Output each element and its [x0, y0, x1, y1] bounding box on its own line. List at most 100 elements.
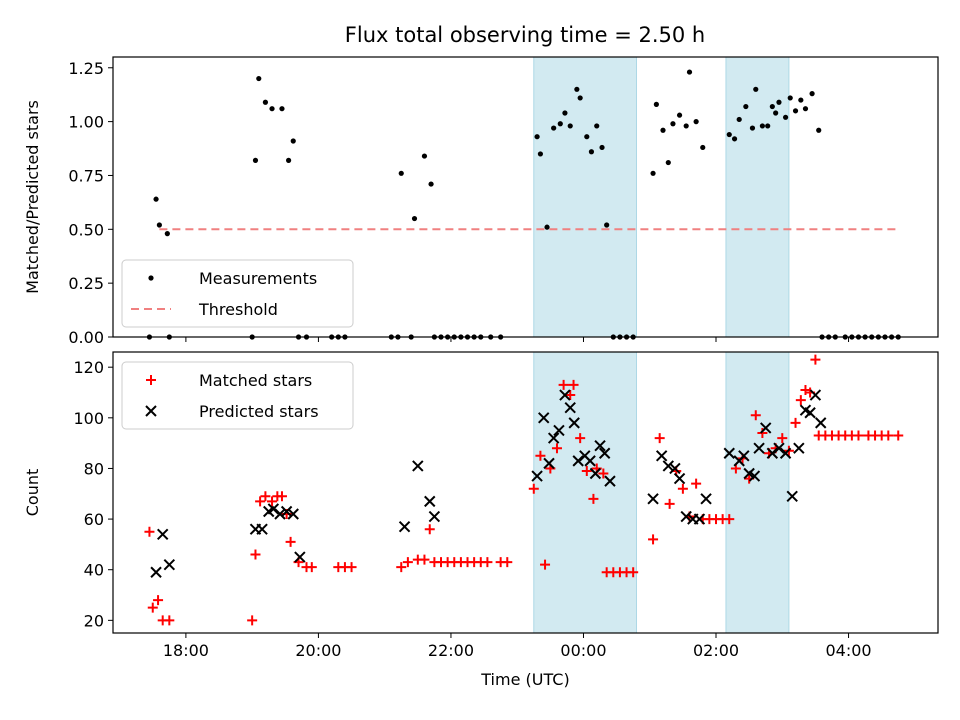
predicted-star-point — [655, 450, 668, 462]
matched-star-point — [588, 493, 599, 504]
legend: Matched stars Predicted stars — [121, 361, 354, 430]
measurement-point — [164, 231, 170, 237]
matched-star-point — [795, 395, 806, 406]
x-tick-label: 20:00 — [295, 641, 341, 660]
measurement-point — [792, 108, 799, 114]
measurement-point — [749, 125, 756, 131]
legend-label: Matched stars — [199, 371, 312, 390]
measurement-point — [153, 196, 159, 202]
predicted-star-point — [753, 442, 765, 454]
y-tick-label: 120 — [73, 358, 104, 377]
measurement-point — [557, 121, 563, 127]
predicted-star-point — [531, 470, 543, 482]
matched-star-point — [750, 410, 761, 421]
measurement-point — [726, 131, 732, 138]
predicted-star-point — [693, 513, 706, 525]
measurement-point — [765, 123, 771, 129]
measurement-point — [279, 106, 285, 112]
measurement-point — [816, 127, 822, 133]
matched-star-point — [654, 433, 665, 444]
predicted-star-point — [280, 505, 293, 518]
measurement-point — [262, 99, 269, 105]
predicted-star-point — [604, 475, 616, 487]
matched-star-point — [551, 443, 562, 454]
predicted-star-point — [815, 417, 827, 429]
predicted-star-point — [748, 470, 761, 482]
measurement-point — [562, 110, 568, 116]
top-panel-ratio: 0.00 0.25 0.50 0.75 1.00 1.25 Matched/Predicte… — [23, 56, 939, 347]
matched-star-point — [677, 483, 688, 494]
legend-predicted-swatch — [145, 405, 157, 417]
predicted-star-point — [538, 412, 550, 424]
y-tick-label: 60 — [84, 510, 104, 529]
matched-star-point — [346, 562, 357, 573]
matched-star-point — [540, 559, 551, 570]
matched-star-point — [164, 615, 175, 626]
observing-window-shade — [533, 351, 637, 634]
x-tick-label: 22:00 — [428, 641, 474, 660]
matched-star-point — [691, 478, 702, 489]
measurement-point — [736, 116, 742, 123]
predicted-star-point — [424, 495, 436, 508]
legend: Measurements Threshold — [121, 259, 354, 328]
matched-star-point — [419, 554, 430, 565]
predicted-star-point — [543, 457, 555, 470]
x-tick-label: 04:00 — [825, 641, 871, 660]
measurement-point — [731, 136, 738, 142]
legend-label: Measurements — [199, 269, 317, 288]
measurement-point — [256, 75, 262, 82]
predicted-star-point — [589, 467, 602, 480]
predicted-star-point — [793, 442, 805, 454]
measurement-point — [676, 112, 683, 118]
matched-star-point — [528, 483, 539, 494]
matched-star-point — [893, 430, 904, 441]
predicted-star-point — [559, 389, 571, 401]
predicted-star-point — [786, 490, 798, 503]
measurement-point — [686, 69, 693, 75]
matched-star-point — [260, 491, 271, 502]
measurement-point — [665, 159, 671, 166]
legend-label: Threshold — [198, 300, 278, 319]
measurement-point — [421, 153, 428, 159]
measurement-point — [544, 224, 550, 230]
matched-star-point — [724, 514, 735, 525]
legend-box — [121, 259, 354, 328]
matched-star-point — [575, 433, 586, 444]
axes-frame — [112, 56, 939, 338]
y-tick-label: 0.25 — [68, 274, 104, 293]
predicted-star-point — [647, 493, 659, 505]
measurement-point — [773, 110, 779, 116]
matched-star-point — [153, 595, 164, 606]
predicted-star-point — [267, 503, 280, 515]
x-axis-label: Time (UTC) — [480, 670, 569, 689]
measurement-point — [769, 103, 775, 110]
legend-box — [121, 361, 354, 430]
measurement-point — [700, 144, 706, 151]
y-tick-label: 1.25 — [68, 59, 104, 78]
measurement-point — [567, 123, 573, 129]
matched-star-point — [247, 615, 258, 626]
predicted-star-point — [594, 439, 606, 452]
y-tick-label: 0.00 — [68, 328, 104, 347]
predicted-star-point — [150, 566, 162, 578]
y-tick-label: 20 — [84, 611, 104, 630]
predicted-star-point — [564, 401, 576, 414]
predicted-star-point — [809, 389, 822, 401]
predicted-star-point — [572, 455, 584, 467]
legend-matched-swatch — [146, 375, 156, 385]
matched-star-point — [757, 428, 768, 439]
axes-frame — [112, 351, 939, 634]
predicted-star-point — [163, 558, 176, 571]
predicted-star-point — [738, 450, 750, 462]
matched-star-point — [664, 498, 675, 509]
measurement-point — [411, 215, 418, 222]
predicted-star-point — [294, 551, 306, 563]
measurement-point — [753, 86, 759, 92]
matched-star-point — [396, 562, 407, 573]
matched-star-point — [482, 557, 493, 568]
measurement-point — [574, 86, 580, 92]
observing-window-shade — [725, 56, 790, 338]
predicted-star-point — [428, 510, 441, 523]
matched-star-point — [276, 491, 287, 502]
measurement-point — [693, 119, 699, 125]
